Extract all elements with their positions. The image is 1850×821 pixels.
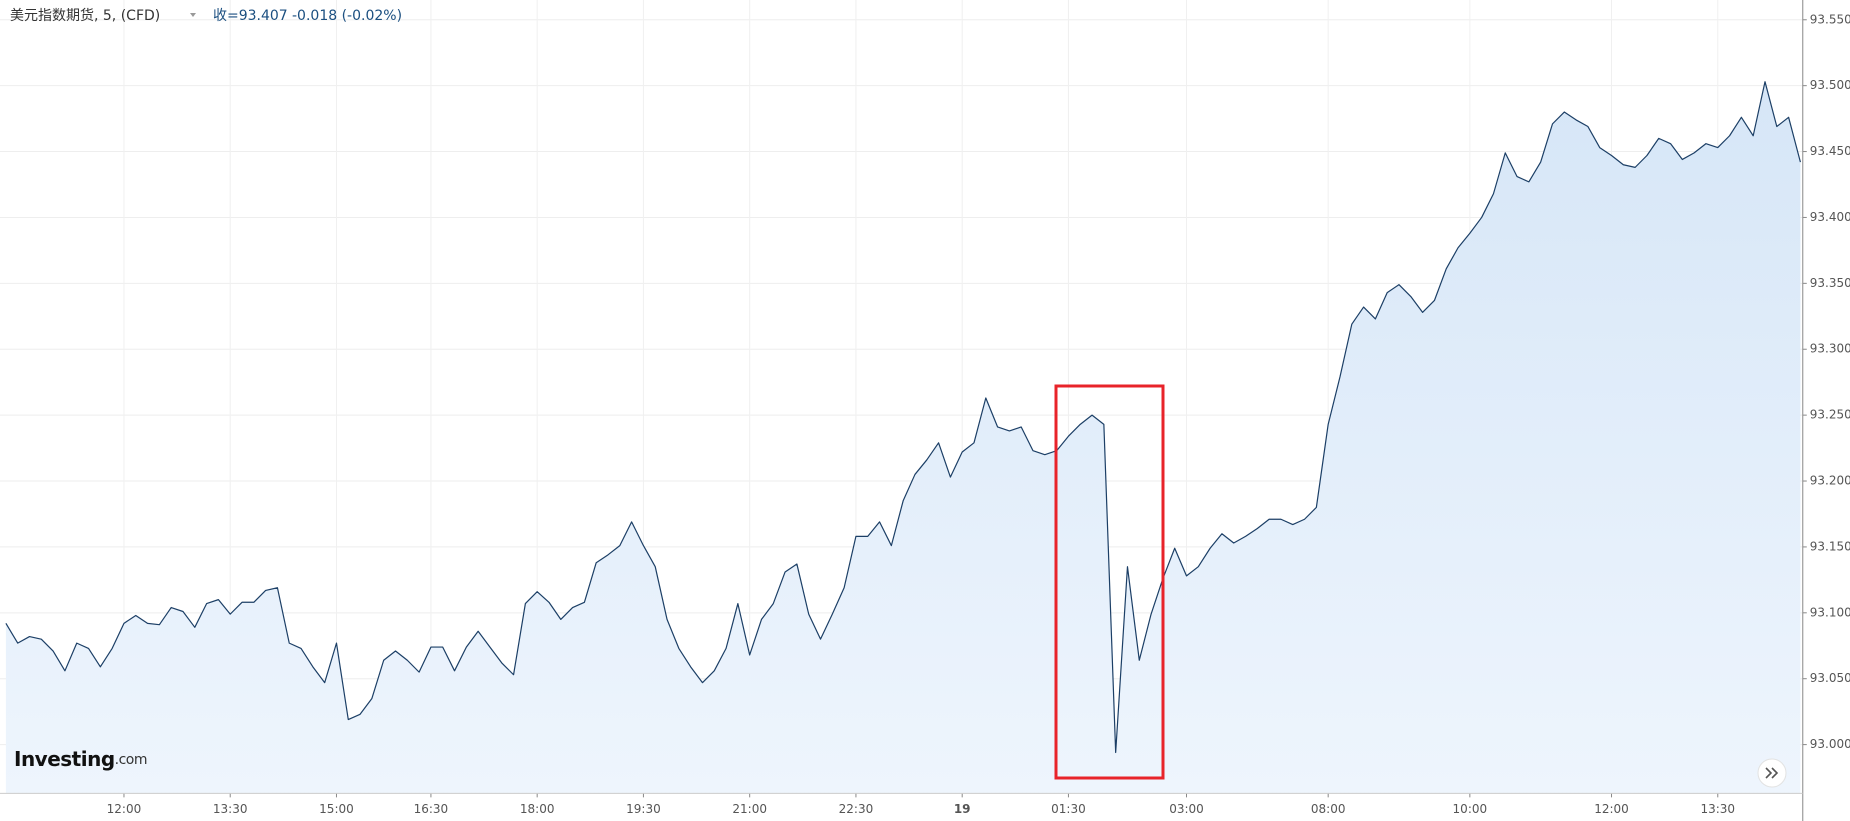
y-tick-label: 93.050 — [1810, 671, 1850, 685]
x-tick-label: 12:00 — [1594, 802, 1629, 816]
highlight-box — [1054, 384, 1165, 780]
x-tick-label: 10:00 — [1453, 802, 1488, 816]
x-tick-label: 13:30 — [1700, 802, 1735, 816]
x-tick-label: 12:00 — [107, 802, 142, 816]
price-change: -0.018 (-0.02%) — [292, 8, 402, 24]
logo-suffix: .com — [115, 752, 147, 768]
x-tick-label: 15:00 — [319, 802, 354, 816]
plot-area — [5, 81, 1801, 794]
x-tick-label: 08:00 — [1311, 802, 1346, 816]
y-tick-label: 93.250 — [1810, 408, 1850, 422]
scroll-button[interactable] — [1757, 758, 1787, 788]
y-tick-label: 93.300 — [1810, 342, 1850, 356]
scroll-button-icon[interactable] — [1765, 767, 1779, 779]
x-tick-label: 13:30 — [213, 802, 248, 816]
dropdown-caret[interactable] — [190, 13, 196, 17]
x-tick-label: 19 — [954, 802, 971, 816]
x-tick-label: 16:30 — [414, 802, 449, 816]
logo: Investing.com — [14, 747, 147, 771]
x-tick-label: 19:30 — [626, 802, 661, 816]
x-tick-label: 22:30 — [839, 802, 874, 816]
logo-main: Investing — [14, 747, 115, 771]
y-tick-label: 93.350 — [1810, 276, 1850, 290]
y-tick-label: 93.400 — [1810, 210, 1850, 224]
y-tick-label: 93.000 — [1810, 737, 1850, 751]
x-tick-label: 18:00 — [520, 802, 555, 816]
x-tick-label: 03:00 — [1169, 802, 1204, 816]
y-tick-label: 93.200 — [1810, 474, 1850, 488]
y-tick-label: 93.500 — [1810, 78, 1850, 92]
area-fill — [5, 81, 1801, 794]
x-tick-label: 01:30 — [1051, 802, 1086, 816]
instrument-title: 美元指数期货, 5, (CFD) — [10, 7, 160, 24]
price-line — [5, 81, 1801, 754]
y-tick-label: 93.150 — [1810, 539, 1850, 553]
close-price: 收=93.407 — [213, 8, 288, 24]
x-tick-label: 21:00 — [732, 802, 767, 816]
y-tick-label: 93.450 — [1810, 144, 1850, 158]
y-tick-label: 93.550 — [1810, 12, 1850, 26]
y-tick-label: 93.100 — [1810, 605, 1850, 619]
